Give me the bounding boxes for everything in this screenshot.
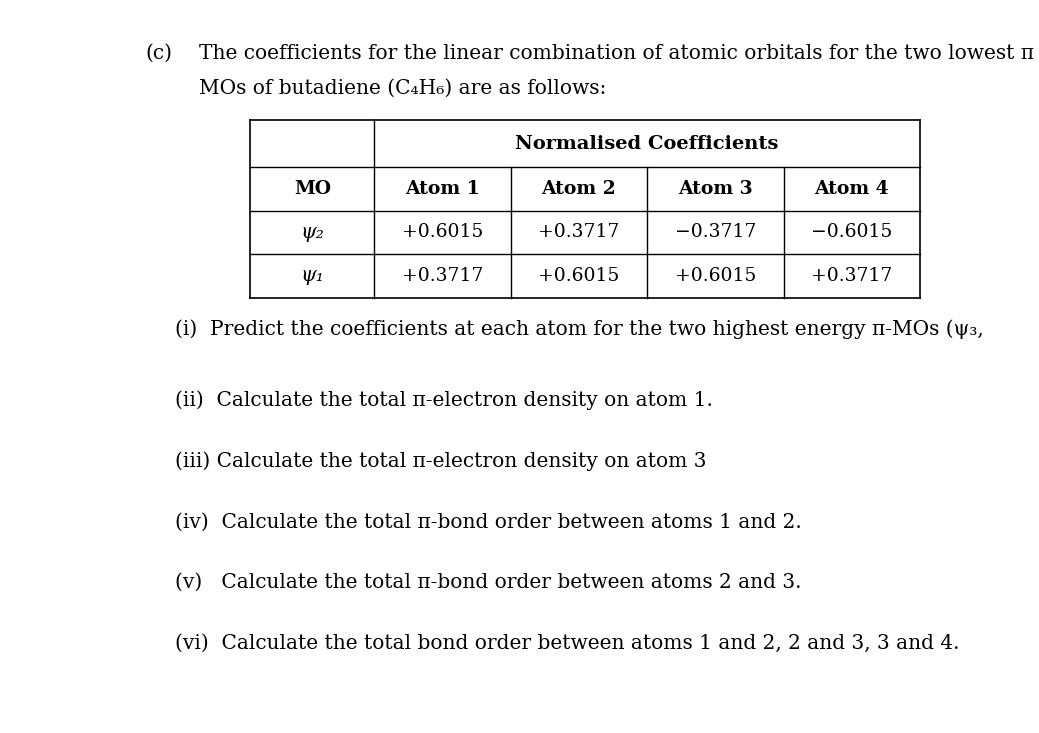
Text: ψ₁: ψ₁ — [300, 266, 324, 285]
Text: (vi)  Calculate the total bond order between atoms 1 and 2, 2 and 3, 3 and 4.: (vi) Calculate the total bond order betw… — [175, 634, 959, 653]
Text: ψ₂: ψ₂ — [300, 223, 324, 242]
Text: (i)  Predict the coefficients at each atom for the two highest energy π-MOs (ψ₃,: (i) Predict the coefficients at each ato… — [175, 319, 983, 339]
Text: +0.3717: +0.3717 — [811, 267, 893, 285]
Text: +0.6015: +0.6015 — [674, 267, 756, 285]
Text: Atom 1: Atom 1 — [405, 180, 480, 198]
Text: Atom 4: Atom 4 — [815, 180, 889, 198]
Text: +0.3717: +0.3717 — [402, 267, 483, 285]
Text: (ii)  Calculate the total π-electron density on atom 1.: (ii) Calculate the total π-electron dens… — [175, 391, 713, 410]
Text: (iv)  Calculate the total π-bond order between atoms 1 and 2.: (iv) Calculate the total π-bond order be… — [175, 512, 801, 531]
Text: (iii) Calculate the total π-electron density on atom 3: (iii) Calculate the total π-electron den… — [175, 452, 707, 471]
Text: Atom 2: Atom 2 — [541, 180, 616, 198]
Text: (v)   Calculate the total π-bond order between atoms 2 and 3.: (v) Calculate the total π-bond order bet… — [175, 573, 801, 592]
Text: The coefficients for the linear combination of atomic orbitals for the two lowes: The coefficients for the linear combinat… — [199, 44, 1035, 63]
Text: −0.6015: −0.6015 — [811, 224, 893, 241]
Text: −0.3717: −0.3717 — [674, 224, 756, 241]
Text: +0.6015: +0.6015 — [402, 224, 483, 241]
Text: +0.3717: +0.3717 — [538, 224, 619, 241]
Text: MO: MO — [294, 180, 330, 198]
Text: +0.6015: +0.6015 — [538, 267, 619, 285]
Text: Atom 3: Atom 3 — [678, 180, 753, 198]
Text: (c): (c) — [145, 44, 172, 63]
Text: Normalised Coefficients: Normalised Coefficients — [515, 135, 778, 152]
Text: MOs of butadiene (C₄H₆) are as follows:: MOs of butadiene (C₄H₆) are as follows: — [199, 78, 607, 97]
